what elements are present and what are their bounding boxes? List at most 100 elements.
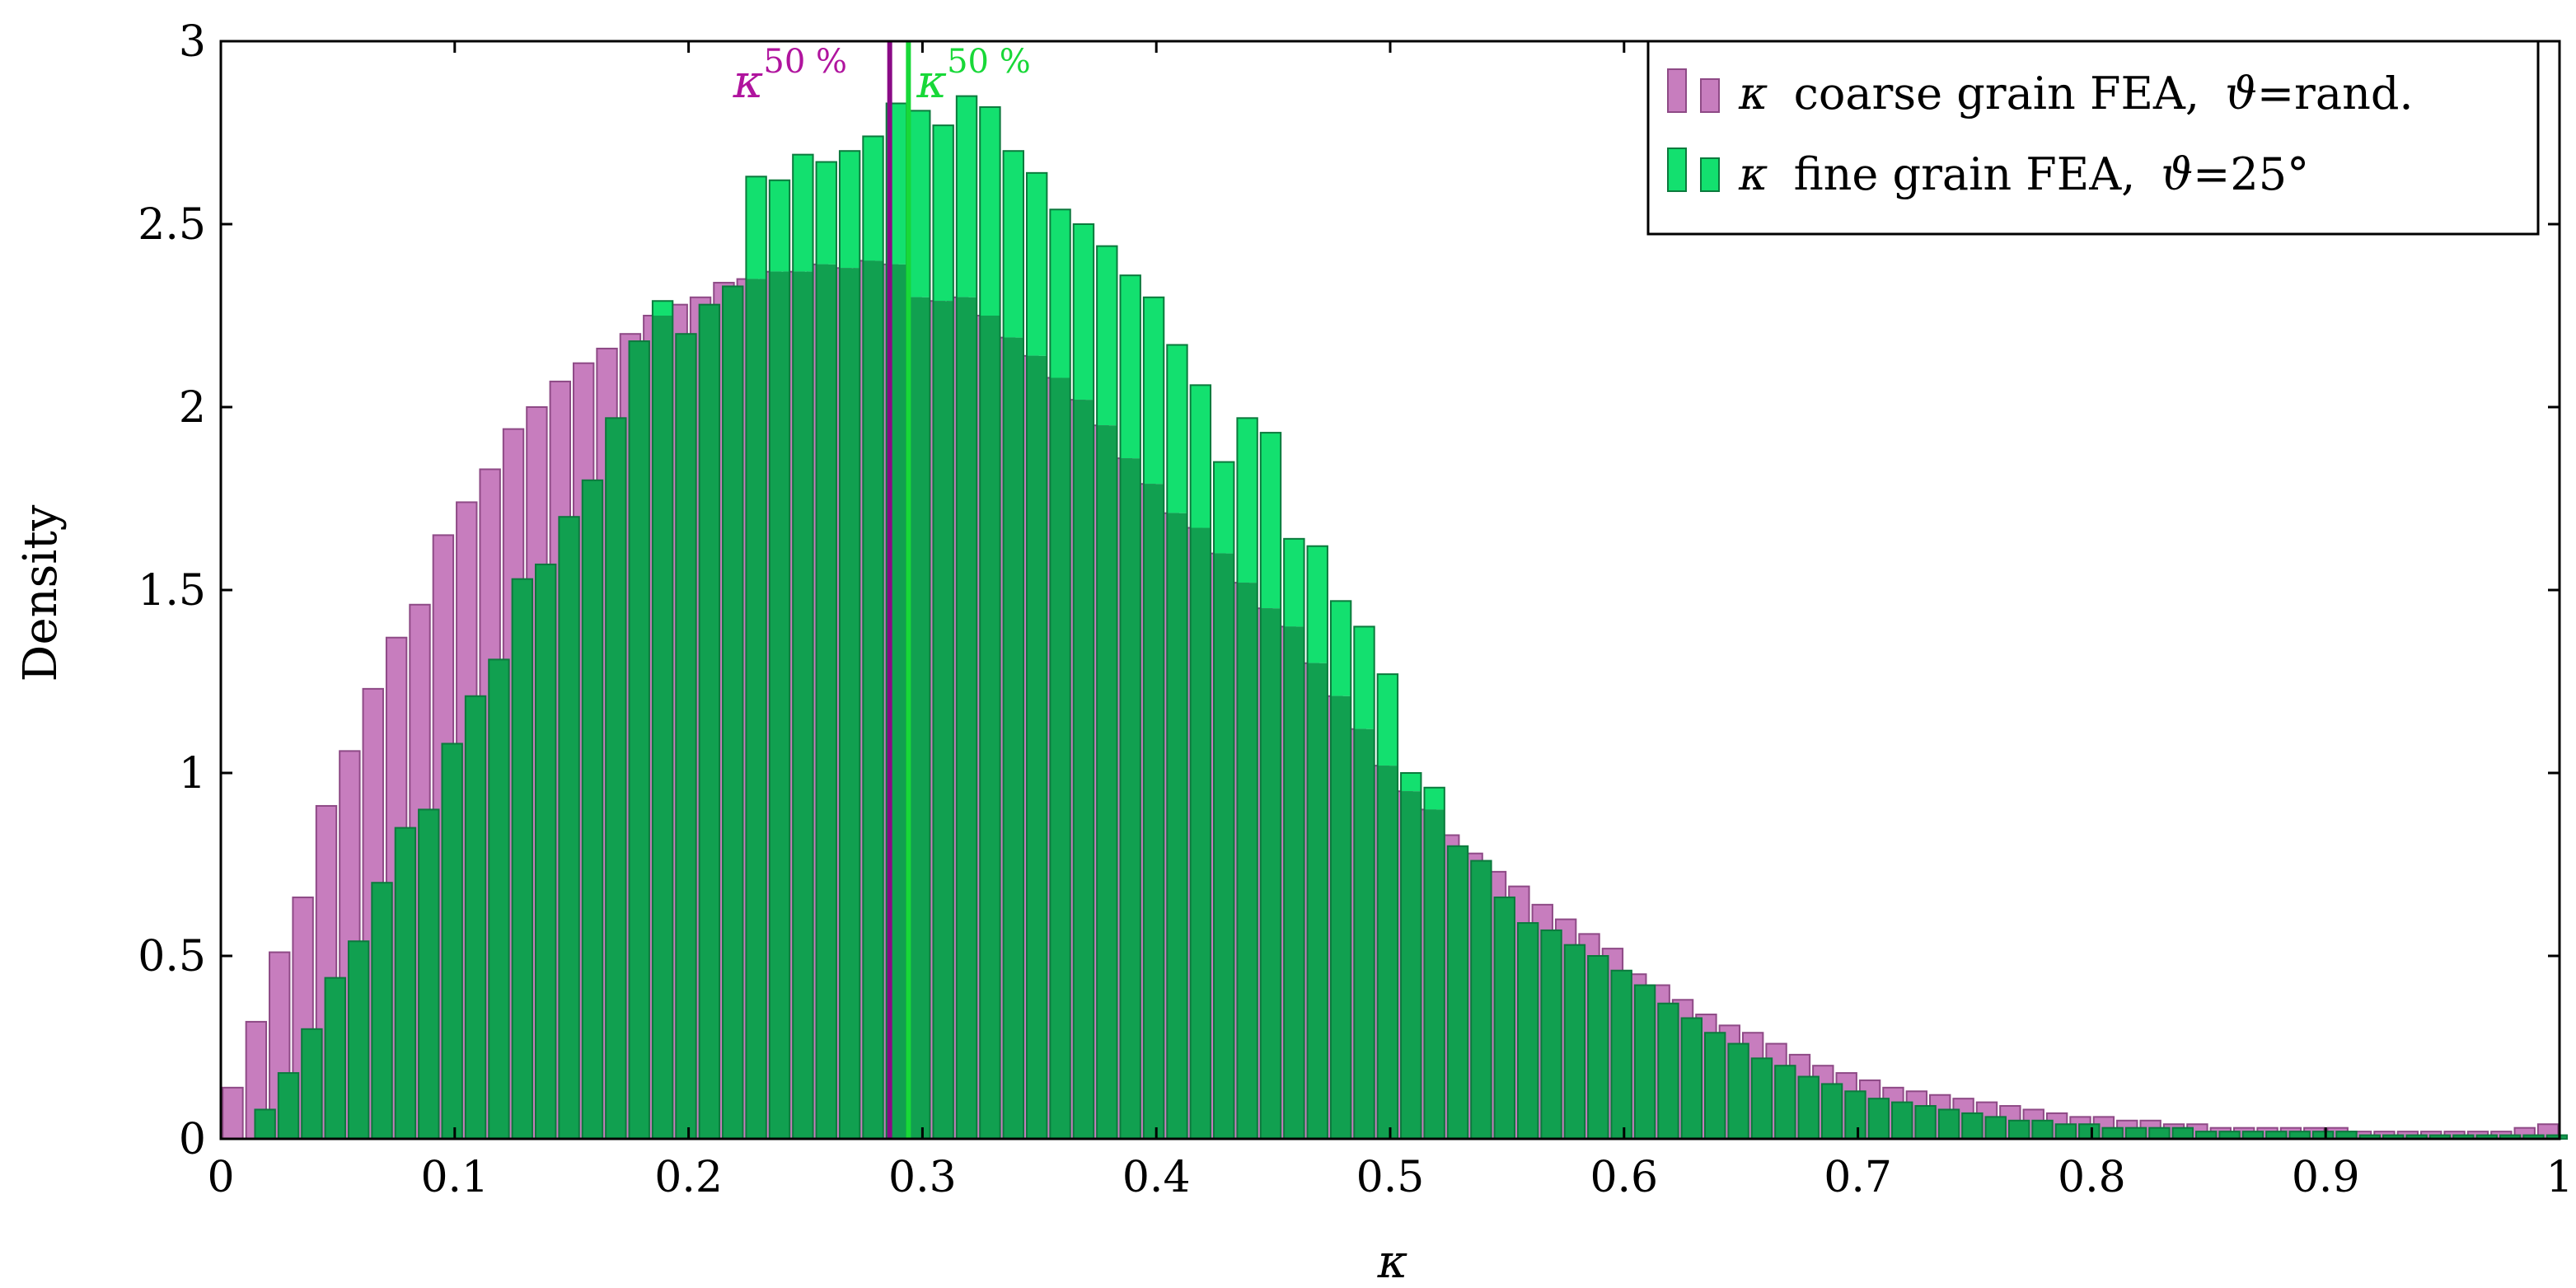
bar-fine-upper-26 xyxy=(839,151,860,269)
bar-fine-upper-51 xyxy=(1424,787,1445,810)
bar-fine-overlap-30 xyxy=(933,301,953,1139)
bar-fine-overlap-62 xyxy=(1681,1018,1703,1139)
bar-fine-overlap-58 xyxy=(1588,956,1609,1139)
bar-fine-overlap-86 xyxy=(2242,1131,2264,1139)
bar-fine-overlap-87 xyxy=(2266,1131,2287,1139)
bar-fine-overlap-38 xyxy=(1120,458,1140,1139)
bar-fine-overlap-78 xyxy=(2055,1124,2077,1139)
bar-fine-overlap-99 xyxy=(2546,1135,2568,1139)
y-tick-label-1: 0.5 xyxy=(138,932,206,981)
bar-fine-overlap-79 xyxy=(2079,1124,2100,1139)
legend-entry-fine-text: fine grain FEA, xyxy=(1794,148,2136,200)
bar-fine-overlap-91 xyxy=(2359,1135,2381,1139)
bar-fine-overlap-68 xyxy=(1821,1084,1843,1139)
y-axis-label: Density xyxy=(14,504,68,681)
bar-fine-overlap-31 xyxy=(956,297,977,1139)
bar-fine-overlap-26 xyxy=(839,268,860,1139)
bar-fine-overlap-10 xyxy=(465,696,486,1139)
bar-fine-overlap-20 xyxy=(699,304,720,1139)
legend-swatch-coarse-b xyxy=(1700,78,1720,113)
bar-fine-upper-27 xyxy=(863,136,883,261)
bar-fine-upper-46 xyxy=(1307,546,1328,663)
legend-entry-coarse: κ coarse grain FEA, ϑ=rand. xyxy=(1738,68,2414,119)
bar-fine-overlap-92 xyxy=(2383,1135,2404,1139)
legend-entry-fine-kappa: κ xyxy=(1738,148,1768,200)
bar-fine-overlap-65 xyxy=(1751,1058,1773,1139)
bar-fine-overlap-29 xyxy=(910,297,930,1139)
bar-fine-overlap-85 xyxy=(2219,1131,2240,1139)
bar-fine-overlap-9 xyxy=(442,743,462,1139)
bar-fine-overlap-89 xyxy=(2312,1131,2334,1139)
bar-fine-overlap-7 xyxy=(395,827,416,1139)
median-label-1: κ50 % xyxy=(916,43,1030,109)
bar-fine-upper-18 xyxy=(652,301,673,316)
bar-fine-overlap-49 xyxy=(1377,766,1398,1139)
bar-fine-overlap-18 xyxy=(652,316,673,1139)
bar-fine-upper-39 xyxy=(1143,297,1164,485)
y-tick-label-6: 3 xyxy=(179,17,206,67)
bar-coarse-0 xyxy=(222,1086,244,1140)
y-tick-label-0: 0 xyxy=(179,1115,206,1164)
bar-fine-overlap-46 xyxy=(1307,663,1328,1139)
x-tick-label-2: 0.2 xyxy=(654,1153,723,1202)
bar-fine-upper-45 xyxy=(1284,538,1304,627)
x-tick-label-5: 0.5 xyxy=(1356,1153,1425,1202)
legend-entry-fine: κ fine grain FEA, ϑ=25° xyxy=(1738,148,2309,200)
bar-fine-upper-36 xyxy=(1073,224,1094,400)
bar-fine-upper-38 xyxy=(1120,275,1140,459)
bar-fine-overlap-97 xyxy=(2499,1135,2521,1139)
bar-fine-overlap-37 xyxy=(1097,425,1117,1139)
bar-fine-overlap-95 xyxy=(2453,1135,2474,1139)
bar-fine-overlap-33 xyxy=(1003,337,1024,1139)
bar-fine-upper-40 xyxy=(1167,344,1187,513)
bar-fine-upper-22 xyxy=(746,176,766,279)
bar-fine-upper-48 xyxy=(1354,626,1375,729)
legend-box xyxy=(1646,40,2540,236)
bar-fine-overlap-11 xyxy=(489,659,509,1139)
bar-fine-overlap-21 xyxy=(723,286,743,1140)
bar-fine-upper-43 xyxy=(1237,418,1258,583)
bar-fine-overlap-3 xyxy=(302,1028,322,1139)
bar-fine-overlap-17 xyxy=(629,341,649,1140)
bar-fine-overlap-63 xyxy=(1704,1033,1726,1139)
bar-fine-overlap-34 xyxy=(1026,355,1047,1140)
legend-swatch-coarse-a xyxy=(1667,68,1687,113)
x-tick-label-1: 0.1 xyxy=(420,1153,489,1202)
bar-fine-overlap-82 xyxy=(2149,1127,2170,1139)
bar-fine-overlap-5 xyxy=(348,941,369,1139)
bar-fine-overlap-66 xyxy=(1775,1066,1796,1139)
bar-fine-upper-33 xyxy=(1003,151,1024,338)
bar-fine-overlap-6 xyxy=(372,883,392,1139)
x-tick-label-3: 0.3 xyxy=(888,1153,957,1202)
bar-fine-overlap-24 xyxy=(793,271,813,1140)
bar-fine-overlap-81 xyxy=(2125,1127,2147,1139)
x-tick-label-0: 0 xyxy=(207,1153,234,1202)
bar-fine-upper-23 xyxy=(769,180,790,272)
bar-fine-overlap-41 xyxy=(1190,527,1211,1139)
bar-fine-upper-49 xyxy=(1377,674,1398,766)
bar-fine-overlap-13 xyxy=(535,564,556,1139)
bar-fine-upper-25 xyxy=(816,162,836,265)
bar-fine-upper-35 xyxy=(1050,209,1070,378)
bar-fine-overlap-35 xyxy=(1050,377,1070,1140)
median-label-0: κ50 % xyxy=(733,43,847,109)
legend: κ coarse grain FEA, ϑ=rand. κ fine grain… xyxy=(1646,40,2540,236)
legend-swatch-fine-b xyxy=(1700,157,1720,192)
bar-fine-overlap-72 xyxy=(1915,1106,1936,1139)
bar-fine-upper-44 xyxy=(1260,433,1281,609)
bar-fine-overlap-55 xyxy=(1517,923,1539,1139)
bar-fine-overlap-80 xyxy=(2102,1127,2123,1139)
y-tick-label-5: 2.5 xyxy=(138,200,206,250)
bar-fine-overlap-67 xyxy=(1798,1076,1819,1139)
x-tick-label-4: 0.4 xyxy=(1122,1153,1191,1202)
bar-fine-overlap-59 xyxy=(1611,970,1632,1139)
x-tick-label-7: 0.7 xyxy=(1824,1153,1892,1202)
bar-fine-overlap-39 xyxy=(1143,484,1164,1139)
legend-entry-coarse-text: coarse grain FEA, xyxy=(1794,68,2199,119)
bar-fine-overlap-16 xyxy=(606,418,626,1139)
bar-fine-overlap-93 xyxy=(2406,1135,2427,1139)
bar-fine-overlap-84 xyxy=(2195,1131,2217,1139)
legend-entry-fine-theta: ϑ xyxy=(2161,148,2194,200)
bar-fine-upper-47 xyxy=(1330,601,1351,696)
